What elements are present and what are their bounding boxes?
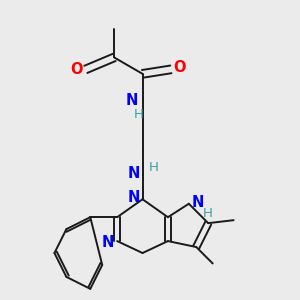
Text: N: N [192,195,204,210]
Text: H: H [134,108,144,121]
Text: N: N [128,190,140,205]
Text: H: H [202,207,212,220]
Text: N: N [128,167,140,182]
Text: H: H [149,161,159,174]
Text: N: N [101,235,114,250]
Text: O: O [174,60,186,75]
Text: N: N [126,93,138,108]
Text: O: O [70,62,83,77]
